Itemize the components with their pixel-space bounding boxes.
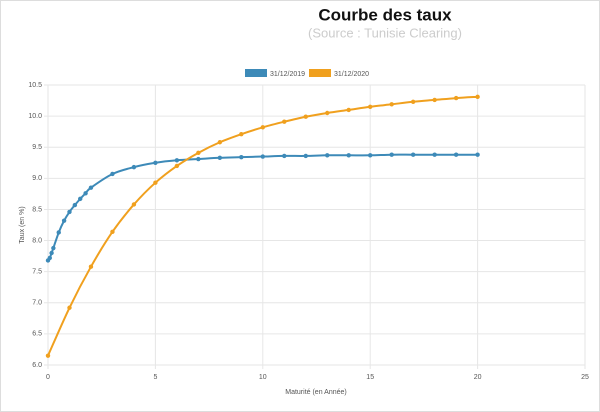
point bbox=[410, 152, 416, 157]
point bbox=[88, 264, 94, 269]
legend-swatch bbox=[245, 69, 267, 77]
y-tick-label: 6.5 bbox=[32, 331, 42, 338]
y-tick-label: 9.0 bbox=[32, 175, 42, 182]
point bbox=[282, 119, 287, 124]
point bbox=[410, 99, 416, 105]
point bbox=[325, 110, 330, 116]
point bbox=[196, 156, 201, 162]
point bbox=[174, 158, 180, 163]
point bbox=[153, 160, 158, 165]
legend-label: 31/12/2019 bbox=[270, 71, 305, 78]
point bbox=[196, 150, 201, 156]
point bbox=[47, 255, 52, 261]
point bbox=[453, 95, 459, 101]
point bbox=[51, 245, 56, 251]
point bbox=[346, 107, 351, 113]
point bbox=[260, 154, 265, 159]
x-tick-label: 5 bbox=[153, 374, 157, 381]
point bbox=[303, 114, 308, 119]
y-tick-label: 7.0 bbox=[32, 300, 42, 307]
legend-swatch bbox=[309, 69, 331, 77]
y-tick-label: 10.5 bbox=[28, 82, 42, 89]
x-tick-label: 25 bbox=[581, 374, 589, 381]
y-tick-label: 7.5 bbox=[32, 269, 42, 276]
point bbox=[110, 171, 115, 177]
point bbox=[475, 94, 480, 100]
y-tick-label: 8.5 bbox=[32, 206, 42, 213]
point bbox=[432, 152, 437, 157]
x-tick-label: 20 bbox=[474, 374, 482, 381]
point bbox=[368, 153, 373, 158]
x-tick-label: 15 bbox=[366, 374, 374, 381]
point bbox=[217, 155, 223, 160]
point bbox=[239, 131, 244, 137]
point bbox=[303, 153, 308, 159]
point bbox=[131, 202, 137, 207]
x-tick-label: 10 bbox=[259, 374, 267, 381]
point bbox=[49, 250, 54, 256]
point bbox=[346, 153, 351, 158]
point bbox=[174, 163, 180, 169]
point bbox=[83, 191, 88, 196]
point bbox=[389, 102, 394, 107]
y-tick-label: 9.5 bbox=[32, 144, 42, 151]
y-axis-label: Taux (en %) bbox=[19, 206, 26, 243]
x-axis-label: Maturité (en Année) bbox=[285, 389, 346, 396]
point bbox=[61, 218, 67, 223]
point bbox=[72, 202, 78, 208]
point bbox=[217, 140, 223, 145]
point bbox=[56, 230, 61, 235]
point bbox=[432, 97, 437, 103]
point bbox=[110, 229, 115, 235]
point bbox=[475, 152, 480, 157]
point bbox=[368, 104, 373, 109]
point bbox=[453, 152, 459, 157]
point bbox=[260, 125, 265, 130]
y-tick-label: 6.0 bbox=[32, 362, 42, 369]
point bbox=[389, 152, 394, 157]
y-tick-label: 8.0 bbox=[32, 237, 42, 244]
x-tick-label: 0 bbox=[46, 374, 50, 381]
point bbox=[78, 196, 83, 202]
point bbox=[239, 154, 244, 160]
point bbox=[282, 153, 287, 159]
point bbox=[45, 353, 51, 358]
legend-label: 31/12/2020 bbox=[334, 71, 369, 78]
point bbox=[153, 180, 158, 185]
point bbox=[131, 164, 137, 170]
point bbox=[325, 153, 330, 158]
chart-subtitle: (Source : Tunisie Clearing) bbox=[308, 25, 462, 40]
chart-title: Courbe des taux bbox=[318, 5, 452, 24]
point bbox=[67, 305, 72, 310]
point bbox=[67, 209, 72, 215]
y-tick-label: 10.0 bbox=[28, 113, 42, 120]
point bbox=[88, 185, 94, 190]
